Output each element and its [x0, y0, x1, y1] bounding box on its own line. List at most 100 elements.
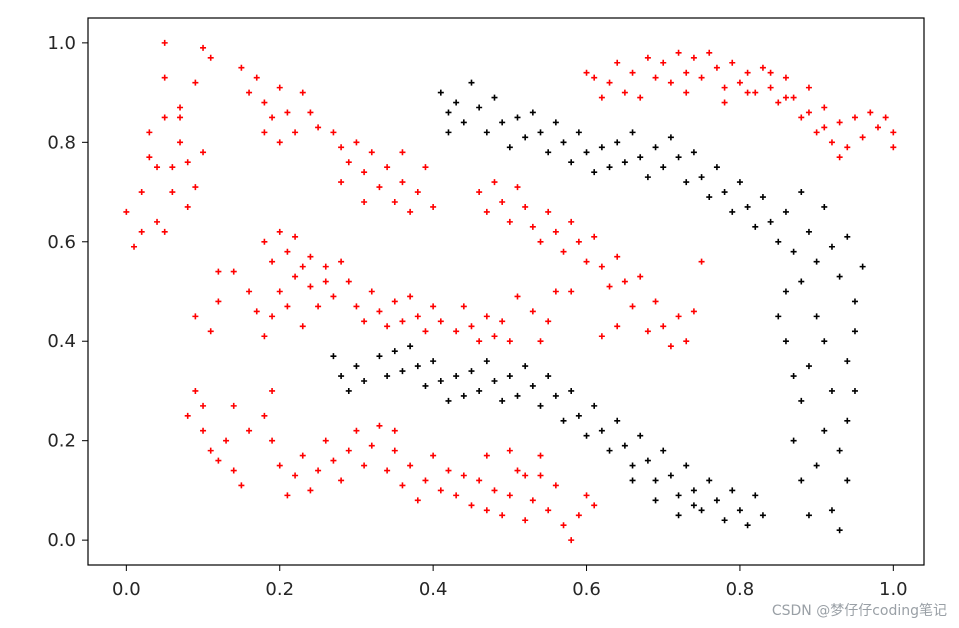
scatter-point: [583, 149, 590, 156]
scatter-point: [491, 94, 498, 101]
scatter-point: [851, 328, 858, 335]
scatter-point: [660, 447, 667, 454]
scatter-point: [805, 512, 812, 519]
scatter-point: [744, 522, 751, 529]
scatter-point: [683, 462, 690, 469]
scatter-point: [468, 502, 475, 509]
scatter-point: [859, 134, 866, 141]
scatter-point: [361, 198, 368, 205]
scatter-point: [391, 427, 398, 434]
scatter-point: [660, 59, 667, 66]
scatter-point: [529, 382, 536, 389]
scatter-point: [560, 417, 567, 424]
axes: 0.0 0.2 0.4 0.6 0.8 1.0 0.0 0.2 0.4 0.6 0.8 1.0: [47, 33, 907, 600]
scatter-point: [583, 432, 590, 439]
scatter-point: [575, 129, 582, 136]
scatter-point: [445, 109, 452, 116]
scatter-point: [200, 427, 207, 434]
scatter-point: [430, 358, 437, 365]
scatter-point: [269, 313, 276, 320]
scatter-point: [330, 457, 337, 464]
scatter-point: [476, 387, 483, 394]
scatter-point: [269, 437, 276, 444]
scatter-point: [292, 273, 299, 280]
scatter-point: [690, 308, 697, 315]
scatter-point: [729, 59, 736, 66]
scatter-point: [813, 129, 820, 136]
scatter-point: [775, 99, 782, 106]
scatter-point: [207, 54, 214, 61]
scatter-point: [284, 248, 291, 255]
scatter-point: [560, 248, 567, 255]
scatter-point: [721, 189, 728, 196]
scatter-point: [805, 109, 812, 116]
scatter-point: [399, 482, 406, 489]
scatter-point: [460, 303, 467, 310]
scatter-point: [322, 263, 329, 270]
scatter-point: [851, 387, 858, 394]
scatter-point: [276, 84, 283, 91]
scatter-point: [506, 447, 513, 454]
scatter-point: [790, 94, 797, 101]
scatter-point: [713, 164, 720, 171]
scatter-point: [767, 69, 774, 76]
scatter-point: [782, 74, 789, 81]
scatter-point: [292, 129, 299, 136]
scatter-point: [767, 218, 774, 225]
y-tick-label: 0.4: [47, 331, 76, 352]
scatter-point: [775, 238, 782, 245]
scatter-point: [154, 164, 161, 171]
scatter-point: [813, 258, 820, 265]
scatter-point: [690, 487, 697, 494]
scatter-point: [836, 447, 843, 454]
scatter-point: [629, 462, 636, 469]
scatter-point: [775, 313, 782, 320]
scatter-point: [637, 432, 644, 439]
scatter-point: [545, 149, 552, 156]
scatter-point: [790, 373, 797, 380]
scatter-point: [476, 189, 483, 196]
scatter-point: [430, 452, 437, 459]
scatter-point: [483, 313, 490, 320]
scatter-point: [851, 298, 858, 305]
scatter-point: [522, 134, 529, 141]
scatter-point: [529, 109, 536, 116]
scatter-point: [299, 263, 306, 270]
scatter-point: [583, 492, 590, 499]
scatter-point: [414, 363, 421, 370]
scatter-point: [890, 144, 897, 151]
scatter-point: [353, 427, 360, 434]
scatter-point: [683, 89, 690, 96]
scatter-point: [154, 218, 161, 225]
scatter-point: [138, 228, 145, 235]
scatter-point: [131, 243, 138, 250]
scatter-point: [629, 129, 636, 136]
scatter-point: [261, 99, 268, 106]
scatter-point: [391, 348, 398, 355]
scatter-point: [376, 308, 383, 315]
scatter-point: [660, 323, 667, 330]
scatter-point: [667, 79, 674, 86]
scatter-point: [836, 273, 843, 280]
scatter-point: [499, 512, 506, 519]
scatter-point: [476, 477, 483, 484]
scatter-point: [506, 144, 513, 151]
scatter-point: [391, 298, 398, 305]
scatter-point: [698, 74, 705, 81]
scatter-point: [652, 477, 659, 484]
scatter-point: [422, 477, 429, 484]
scatter-point: [759, 512, 766, 519]
scatter-point: [506, 492, 513, 499]
scatter-point: [376, 422, 383, 429]
scatter-point: [483, 507, 490, 514]
scatter-point: [368, 149, 375, 156]
scatter-point: [261, 238, 268, 245]
scatter-point: [230, 467, 237, 474]
scatter-point: [514, 392, 521, 399]
scatter-point: [345, 278, 352, 285]
scatter-point: [414, 189, 421, 196]
scatter-point: [844, 477, 851, 484]
scatter-point: [506, 373, 513, 380]
x-tick-label: 0.4: [419, 579, 448, 600]
scatter-point: [621, 278, 628, 285]
